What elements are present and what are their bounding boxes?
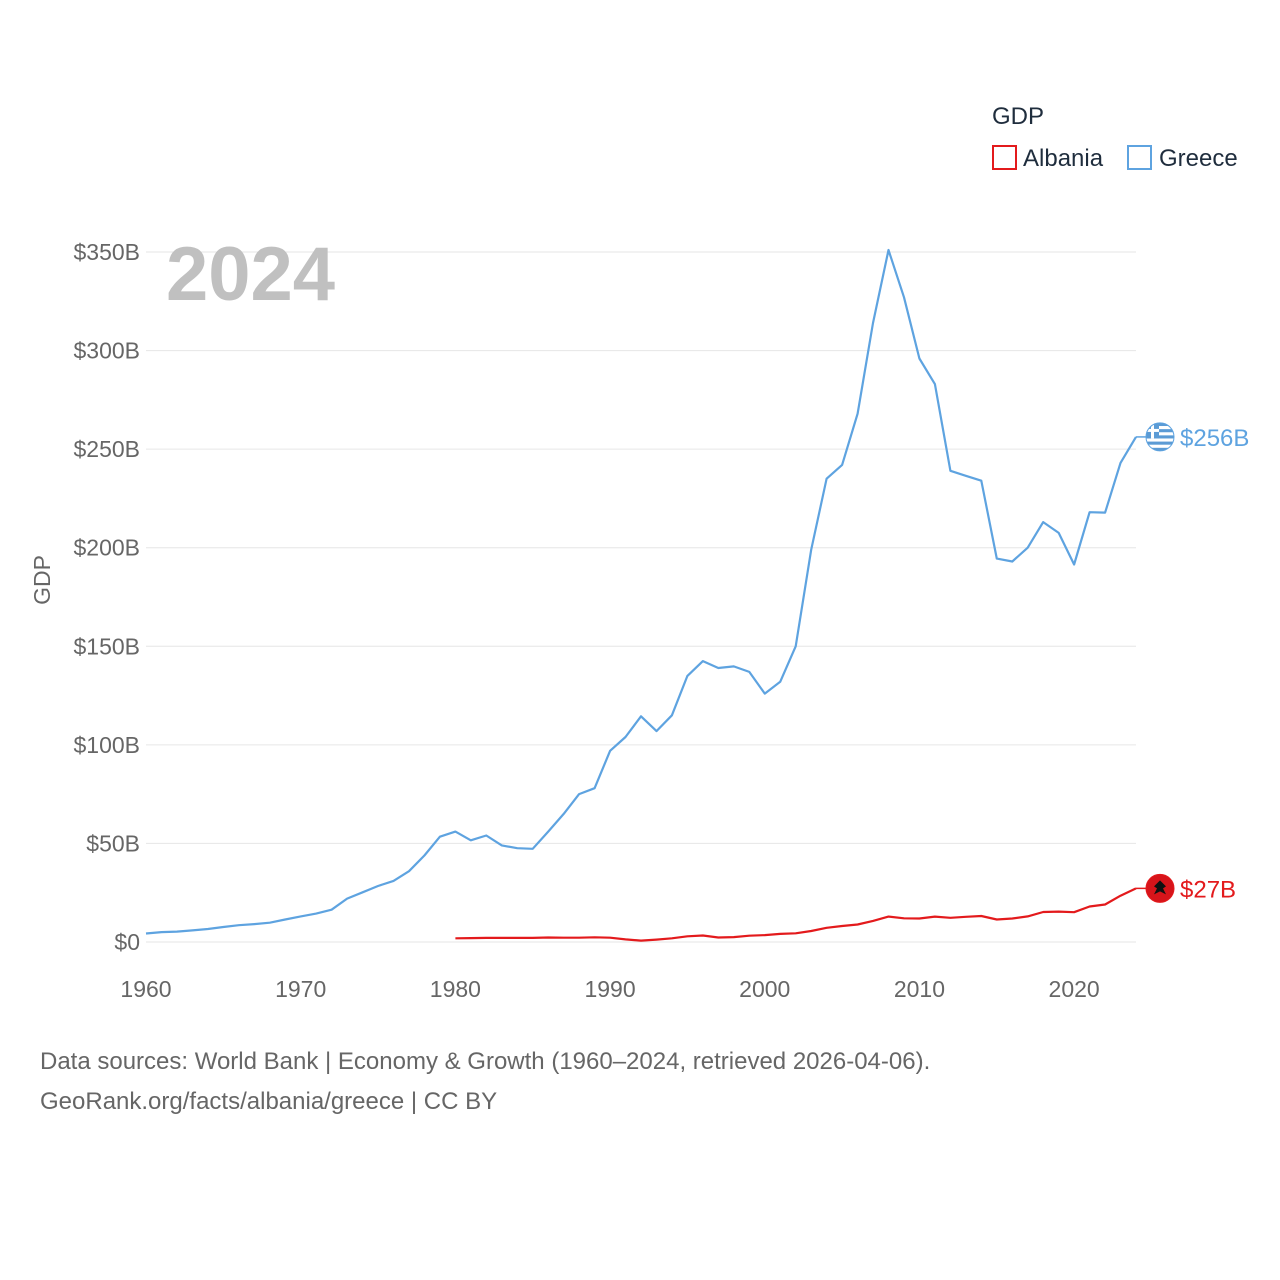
year-badge: 2024: [166, 232, 335, 317]
y-axis-label: GDP: [29, 555, 55, 605]
x-tick-label: 1990: [584, 976, 635, 1002]
x-tick-label: 2000: [739, 976, 790, 1002]
y-tick-label: $0: [114, 929, 140, 955]
y-tick-label: $300B: [73, 338, 140, 364]
y-tick-label: $200B: [73, 535, 140, 561]
end-value-label-albania: $27B: [1180, 876, 1236, 903]
series-lines: [145, 248, 1137, 942]
x-axis-ticks: 1960 1970 1980 1990 2000 2010 2020: [120, 976, 1099, 1002]
legend-item-albania[interactable]: Albania: [992, 145, 1104, 172]
series-end-markers: $27B $256B: [1136, 422, 1249, 903]
end-value-label-greece: $256B: [1180, 425, 1249, 452]
y-tick-label: $250B: [73, 436, 140, 462]
legend-label-albania: Albania: [1023, 145, 1104, 172]
legend-title: GDP: [992, 103, 1044, 130]
greece-flag-icon: [1145, 422, 1175, 452]
y-tick-label: $150B: [73, 633, 140, 659]
legend-swatch-albania: [992, 145, 1017, 170]
series-line-albania[interactable]: [455, 887, 1137, 942]
y-tick-label: $100B: [73, 732, 140, 758]
x-tick-label: 1980: [430, 976, 481, 1002]
footer-sources: Data sources: World Bank | Economy & Gro…: [40, 1048, 931, 1075]
grid-lines: [146, 251, 1136, 943]
gdp-line-chart: 2024 $0 $50B $100B $150B $200B $250B $300B $350…: [29, 103, 1249, 1002]
x-tick-label: 1970: [275, 976, 326, 1002]
legend-label-greece: Greece: [1159, 145, 1238, 172]
y-tick-label: $50B: [86, 830, 140, 856]
legend-swatch-greece: [1127, 145, 1152, 170]
series-line-greece[interactable]: [145, 248, 1137, 935]
y-axis-ticks: $0 $50B $100B $150B $200B $250B $300B $350B: [73, 239, 140, 955]
footer-credit[interactable]: GeoRank.org/facts/albania/greece | CC BY: [40, 1088, 498, 1115]
footer: Data sources: World Bank | Economy & Gro…: [40, 1042, 930, 1122]
legend: GDP Albania Greece: [992, 103, 1238, 172]
x-tick-label: 1960: [120, 976, 171, 1002]
y-tick-label: $350B: [73, 239, 140, 265]
x-tick-label: 2010: [894, 976, 945, 1002]
legend-item-greece[interactable]: Greece: [1127, 145, 1238, 172]
albania-flag-icon: [1145, 873, 1175, 903]
x-tick-label: 2020: [1049, 976, 1100, 1002]
